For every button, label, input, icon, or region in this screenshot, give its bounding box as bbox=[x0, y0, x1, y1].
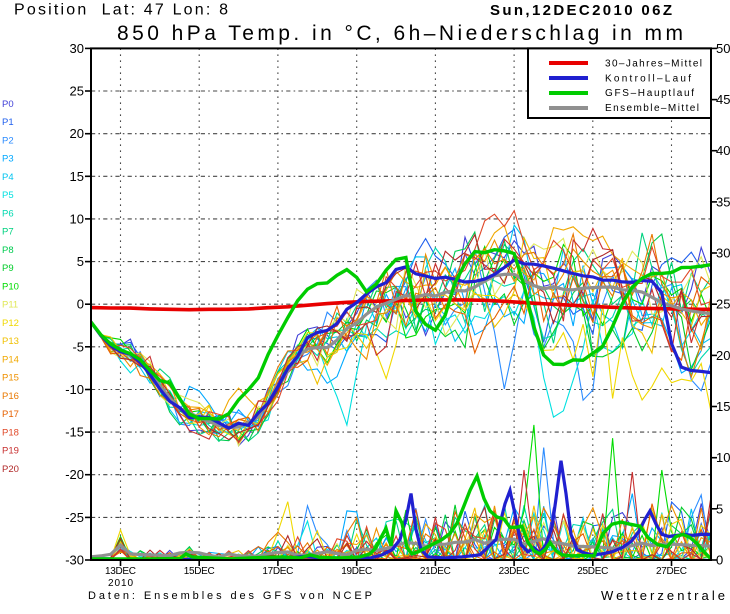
svg-text:Wetterzentrale: Wetterzentrale bbox=[601, 588, 725, 603]
svg-text:40: 40 bbox=[716, 143, 730, 158]
svg-text:P9: P9 bbox=[2, 263, 14, 274]
svg-text:Ensemble–Mittel: Ensemble–Mittel bbox=[605, 103, 699, 114]
svg-text:850 hPa Temp. in °C, 6h–Nieder: 850 hPa Temp. in °C, 6h–Niederschlag in … bbox=[117, 22, 683, 45]
svg-text:P16: P16 bbox=[2, 391, 19, 402]
svg-text:Daten: Ensembles des GFS von N: Daten: Ensembles des GFS von NCEP bbox=[88, 590, 372, 602]
svg-text:Position Lat: 47 Lon: 8: Position Lat: 47 Lon: 8 bbox=[14, 2, 228, 19]
svg-text:13DEC: 13DEC bbox=[105, 566, 136, 577]
svg-text:P0: P0 bbox=[2, 99, 14, 110]
svg-text:P11: P11 bbox=[2, 300, 18, 311]
svg-text:P5: P5 bbox=[2, 190, 14, 201]
svg-text:19DEC: 19DEC bbox=[341, 566, 372, 577]
svg-text:-10: -10 bbox=[65, 382, 84, 397]
svg-text:P20: P20 bbox=[2, 464, 19, 475]
svg-text:25: 25 bbox=[716, 297, 730, 312]
svg-text:P19: P19 bbox=[2, 446, 19, 457]
svg-text:20: 20 bbox=[70, 126, 84, 141]
svg-text:Kontroll–Lauf: Kontroll–Lauf bbox=[605, 73, 691, 84]
svg-text:25: 25 bbox=[70, 84, 84, 99]
svg-text:P13: P13 bbox=[2, 336, 19, 347]
svg-text:17DEC: 17DEC bbox=[262, 566, 293, 577]
svg-text:0: 0 bbox=[77, 297, 84, 312]
svg-text:30–Jahres–Mittel: 30–Jahres–Mittel bbox=[605, 58, 702, 69]
svg-text:0: 0 bbox=[716, 553, 723, 568]
svg-text:P7: P7 bbox=[2, 227, 14, 238]
svg-text:15DEC: 15DEC bbox=[184, 566, 215, 577]
svg-text:21DEC: 21DEC bbox=[420, 566, 451, 577]
svg-text:P12: P12 bbox=[2, 318, 19, 329]
svg-text:P4: P4 bbox=[2, 172, 14, 183]
svg-text:-30: -30 bbox=[65, 553, 84, 568]
svg-text:20: 20 bbox=[716, 348, 730, 363]
svg-text:27DEC: 27DEC bbox=[656, 566, 687, 577]
svg-text:5: 5 bbox=[77, 254, 84, 269]
svg-text:25DEC: 25DEC bbox=[577, 566, 608, 577]
svg-text:-25: -25 bbox=[65, 510, 84, 525]
svg-text:-20: -20 bbox=[65, 467, 84, 482]
svg-text:15: 15 bbox=[716, 399, 730, 414]
svg-text:P18: P18 bbox=[2, 427, 19, 438]
svg-text:35: 35 bbox=[716, 194, 730, 209]
svg-text:P17: P17 bbox=[2, 409, 19, 420]
svg-text:30: 30 bbox=[70, 41, 84, 56]
svg-text:23DEC: 23DEC bbox=[499, 566, 530, 577]
svg-text:P14: P14 bbox=[2, 354, 19, 365]
svg-text:10: 10 bbox=[716, 450, 730, 465]
svg-text:P2: P2 bbox=[2, 135, 14, 146]
svg-text:50: 50 bbox=[716, 41, 730, 56]
svg-text:P6: P6 bbox=[2, 208, 14, 219]
svg-text:10: 10 bbox=[70, 211, 84, 226]
svg-text:P1: P1 bbox=[2, 117, 14, 128]
svg-text:GFS–Hauptlauf: GFS–Hauptlauf bbox=[605, 88, 694, 99]
svg-text:45: 45 bbox=[716, 92, 730, 107]
svg-text:P10: P10 bbox=[2, 281, 19, 292]
svg-text:30: 30 bbox=[716, 246, 730, 261]
svg-text:5: 5 bbox=[716, 501, 723, 516]
svg-text:P8: P8 bbox=[2, 245, 14, 256]
svg-text:2010: 2010 bbox=[108, 578, 133, 589]
svg-text:P15: P15 bbox=[2, 373, 19, 384]
svg-text:Sun,12DEC2010 06Z: Sun,12DEC2010 06Z bbox=[490, 2, 672, 19]
svg-text:-5: -5 bbox=[72, 339, 84, 354]
svg-text:-15: -15 bbox=[65, 425, 84, 440]
svg-text:15: 15 bbox=[70, 169, 84, 184]
svg-text:P3: P3 bbox=[2, 154, 14, 165]
